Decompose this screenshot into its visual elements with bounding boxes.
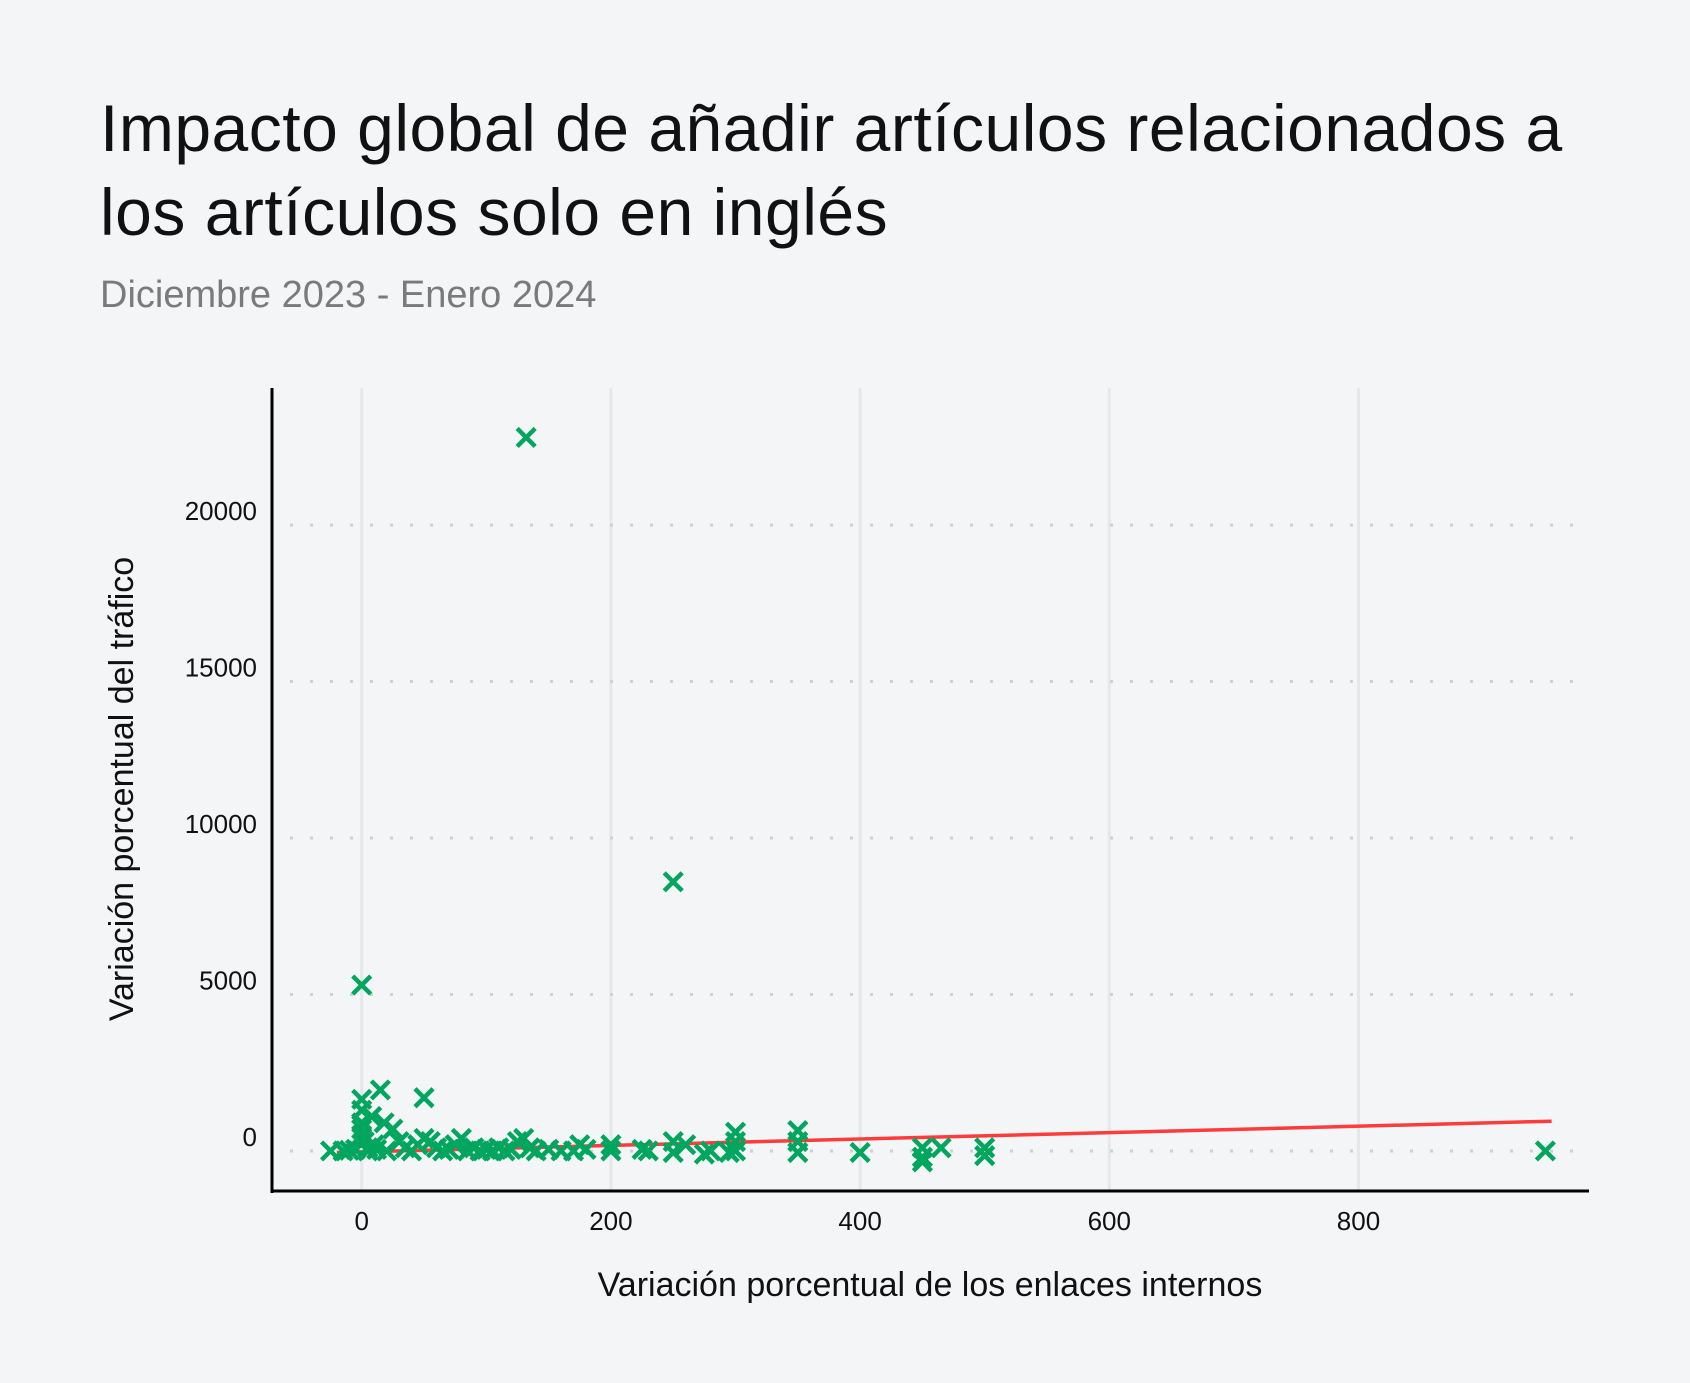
y-tick-label: 20000 [185, 496, 257, 526]
data-point [911, 1146, 933, 1168]
chart-subtitle: Diciembre 2023 - Enero 2024 [100, 274, 597, 316]
data-point [369, 1079, 391, 1101]
data-point [849, 1141, 871, 1164]
data-point [911, 1151, 933, 1173]
y-tick-label: 5000 [199, 965, 257, 995]
data-point [930, 1137, 952, 1159]
data-point [600, 1140, 622, 1162]
data-point [787, 1141, 809, 1164]
points-layer [319, 426, 1556, 1173]
data-point [361, 1105, 383, 1128]
data-point [718, 1141, 740, 1164]
data-point [724, 1140, 747, 1162]
axes: 0 200 400 600 800 0 5000 10000 15000 20000 [185, 388, 1589, 1236]
data-point [662, 1141, 684, 1164]
y-axis-label: Variación porcentual del tráfico [103, 557, 141, 1021]
chart-title: Impacto global de añadir artículos relac… [100, 91, 1563, 249]
y-tick-label: 0 [243, 1122, 257, 1152]
data-point [974, 1145, 996, 1167]
data-point [432, 1140, 454, 1162]
gridlines [290, 388, 1589, 1191]
data-point [631, 1138, 653, 1160]
data-point [515, 426, 537, 449]
x-tick-label: 800 [1337, 1206, 1380, 1236]
x-tick-label: 600 [1088, 1206, 1131, 1236]
data-point [413, 1087, 435, 1109]
data-point [974, 1137, 996, 1159]
data-point [351, 974, 373, 996]
y-tick-label: 15000 [185, 653, 257, 683]
data-point [382, 1118, 404, 1140]
x-tick-label: 200 [589, 1206, 632, 1236]
x-tick-label: 400 [838, 1206, 881, 1236]
data-point [1534, 1140, 1556, 1162]
data-point [575, 1138, 597, 1160]
data-point [675, 1134, 697, 1156]
x-tick-label: 0 [354, 1206, 368, 1236]
y-tick-label: 10000 [185, 809, 257, 839]
data-point [637, 1140, 659, 1162]
data-point [699, 1140, 722, 1162]
data-point [662, 871, 684, 893]
x-axis-label: Variación porcentual de los enlaces inte… [598, 1266, 1263, 1304]
data-point [600, 1134, 622, 1156]
